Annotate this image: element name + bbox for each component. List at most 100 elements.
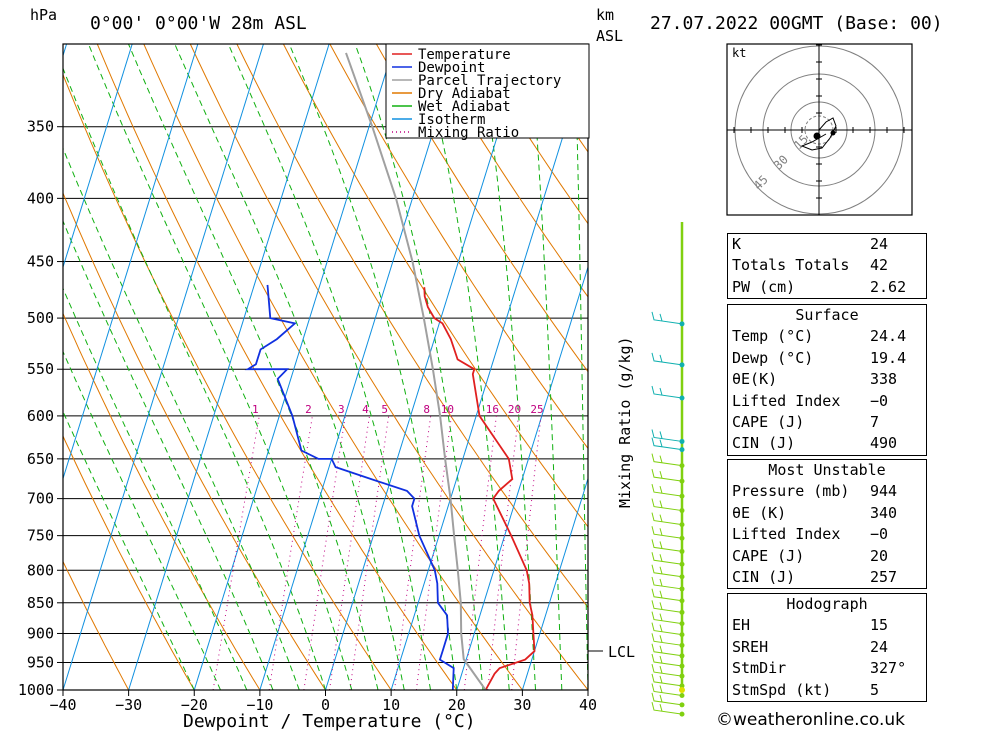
stat-row: PW (cm) 2.62 <box>728 277 926 298</box>
mixing-ratio-label: 16 <box>486 403 499 416</box>
stat-value: 490 <box>870 434 898 453</box>
stat-label: StmSpd (kt) <box>732 680 832 699</box>
stat-row: Totals Totals 42 <box>728 255 926 276</box>
location-label: 0°00' 0°00'W 28m ASL <box>90 13 307 34</box>
wet-adiabat-line <box>128 44 379 690</box>
stat-value: 5 <box>870 680 880 699</box>
stat-value: 327° <box>870 659 907 678</box>
stat-label: Lifted Index <box>732 525 841 544</box>
wind-barb <box>651 576 683 590</box>
stat-label: Temp (°C) <box>732 327 814 346</box>
mixing-ratio-line <box>511 415 542 690</box>
stat-value: 2.62 <box>870 277 907 296</box>
wet-adiabat-line <box>63 410 195 690</box>
stat-label: SREH <box>732 637 769 656</box>
stat-value: 24 <box>870 637 889 656</box>
stat-row: K 24 <box>728 234 926 255</box>
stat-row: CIN (J) 257 <box>728 567 926 588</box>
isotherm-line <box>0 44 1 690</box>
isotherm-line <box>63 44 264 690</box>
isotherm-line <box>63 44 199 481</box>
mixing-ratio-label: 20 <box>508 403 521 416</box>
panel-title: Most Unstable <box>768 461 886 479</box>
wind-barb <box>651 311 683 325</box>
mixing-ratio-label: 10 <box>441 403 454 416</box>
stat-label: CAPE (J) <box>732 412 805 431</box>
mixing-ratio-line <box>487 415 519 690</box>
wind-barb <box>651 701 683 715</box>
wind-barb <box>651 611 683 625</box>
y-tick-label: 400 <box>27 189 54 207</box>
parcel-trajectory-series-line <box>345 52 487 690</box>
stat-row: Pressure (mb) 944 <box>728 481 926 502</box>
y-tick-label: 450 <box>27 253 54 271</box>
legend-entry: Dewpoint <box>418 60 485 76</box>
x-tick-label: 0 <box>321 696 330 714</box>
mixing-ratio-line <box>212 415 260 690</box>
mixing-ratio-label: 2 <box>305 403 312 416</box>
indices-panel: K 24 Totals Totals 42 PW (cm) 2.62 <box>727 233 927 300</box>
wet-adiabat-line <box>63 219 274 690</box>
stat-label: EH <box>732 616 751 635</box>
stat-label: θE(K) <box>732 370 778 389</box>
surface-panel: Surface Temp (°C) 24.4 Dewp (°C) 19.4 θE(K) 33… <box>727 304 927 456</box>
height-unit-label: km <box>596 6 614 24</box>
wet-adiabat-line <box>574 44 588 690</box>
stat-row: Lifted Index −0 <box>728 391 926 412</box>
dry-adiabat-line <box>469 44 588 225</box>
y-tick-label: 550 <box>27 360 54 378</box>
y-tick-label: 700 <box>27 490 54 508</box>
stat-label: Dewp (°C) <box>732 348 814 367</box>
mixing-ratio-label: 1 <box>252 403 259 416</box>
datetime-label: 27.07.2022 00GMT (Base: 00) <box>650 13 943 34</box>
y-tick-label: 650 <box>27 450 54 468</box>
x-tick-label: 30 <box>513 696 531 714</box>
wet-adiabat-line <box>88 44 353 690</box>
legend-entry: Temperature <box>418 47 511 63</box>
isotherm-line <box>390 53 588 690</box>
x-tick-label: 20 <box>448 696 466 714</box>
stat-row: StmSpd (kt) 5 <box>728 680 926 701</box>
wind-barb <box>651 453 683 467</box>
mixing-ratio-label: 8 <box>423 403 430 416</box>
dry-adiabat-line <box>63 434 195 690</box>
wind-barb <box>651 692 683 706</box>
mixing-ratio-line <box>329 415 370 690</box>
dry-adiabat-line <box>63 312 261 690</box>
stat-value: 19.4 <box>870 348 907 367</box>
y-tick-label: 900 <box>27 624 54 642</box>
wind-surface-point <box>679 687 685 693</box>
dry-adiabat-line <box>63 73 392 690</box>
stat-row: Lifted Index −0 <box>728 524 926 545</box>
x-tick-label: −30 <box>115 696 142 714</box>
y-axis-mixing-ratio-label: Mixing Ratio (g/kg) <box>616 336 634 508</box>
stat-row: SREH 24 <box>728 637 926 658</box>
stat-label: CIN (J) <box>732 434 796 453</box>
y-tick-label: 500 <box>27 309 54 327</box>
legend-entry: Dry Adiabat <box>418 86 511 102</box>
copyright-label: ©weatheronline.co.uk <box>716 710 906 730</box>
x-tick-label: −40 <box>49 696 76 714</box>
dry-adiabat-line <box>422 44 588 298</box>
legend-entry: Isotherm <box>418 112 485 128</box>
wind-barb <box>651 673 683 687</box>
wind-barb <box>651 633 683 646</box>
wet-adiabat-line <box>63 287 248 690</box>
dry-adiabat-line <box>935 44 1000 690</box>
wind-barb <box>651 539 683 552</box>
legend-entry: Wet Adiabat <box>418 99 511 115</box>
stat-value: −0 <box>870 391 889 410</box>
mixing-ratio-label: 25 <box>530 403 543 416</box>
panel-title: Surface <box>795 306 859 324</box>
mixing-ratio-line <box>394 415 432 690</box>
stat-value: 15 <box>870 616 889 635</box>
stat-row: θE (K) 340 <box>728 503 926 524</box>
wind-barb <box>651 429 683 442</box>
x-tick-label: 40 <box>579 696 597 714</box>
stat-value: 24 <box>870 235 889 253</box>
wind-barb <box>651 512 683 526</box>
stat-value: 944 <box>870 482 898 501</box>
wet-adiabat-line <box>354 44 484 690</box>
